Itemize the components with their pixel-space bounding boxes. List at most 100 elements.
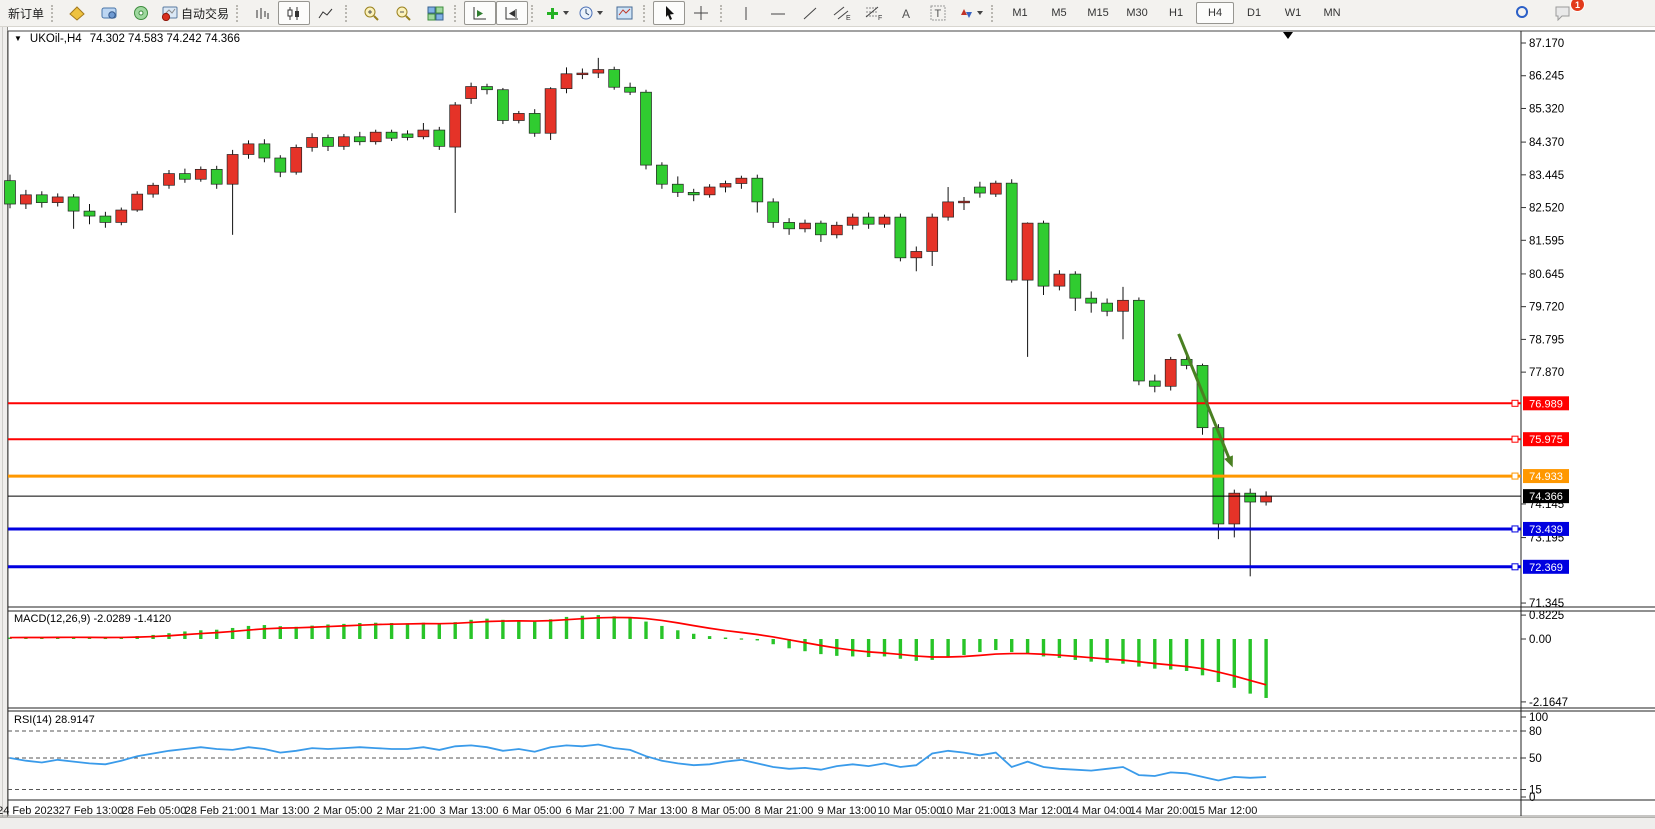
candle-body xyxy=(20,194,32,205)
price-axis-tick: 71.345 xyxy=(1529,598,1564,610)
timeframe-button-M30[interactable]: M30 xyxy=(1126,7,1148,19)
timeframe-button-D1[interactable]: D1 xyxy=(1247,7,1262,19)
price-axis-tick: 82.520 xyxy=(1529,203,1564,215)
price-level-handle[interactable] xyxy=(1511,563,1519,571)
trendline-button[interactable] xyxy=(794,1,826,25)
price-axis[interactable]: 87.170 86.245 85.320 84.370 83.445 82.520 81.5… xyxy=(1521,38,1569,610)
zoom-out-button[interactable] xyxy=(387,1,419,25)
timeframe-button-M15[interactable]: M15 xyxy=(1087,7,1109,19)
toolbar-drag-handle xyxy=(454,4,460,22)
macd-bar xyxy=(485,618,489,639)
candle-body xyxy=(147,184,159,195)
candle-body xyxy=(51,196,64,203)
clock-icon xyxy=(579,6,593,20)
auto-trading-label: 自动交易 xyxy=(181,6,230,21)
timeframe-button-M5[interactable]: M5 xyxy=(1051,7,1067,19)
candle-body xyxy=(306,137,318,148)
macd-bar xyxy=(660,625,664,639)
timeframe-button-H1[interactable]: H1 xyxy=(1169,7,1184,19)
candle-body xyxy=(624,86,636,93)
candle-body xyxy=(910,251,923,259)
profiles-button[interactable] xyxy=(93,1,125,25)
equidistant-channel-button[interactable]: E xyxy=(826,1,858,25)
auto-scroll-button[interactable] xyxy=(464,1,497,25)
timeframe-button-MN[interactable]: MN xyxy=(1323,7,1341,19)
arrows-icon xyxy=(961,8,973,18)
time-axis-label: 10 Mar 05:00 xyxy=(878,805,943,817)
signal-icon xyxy=(134,6,149,20)
horizontal-line-icon xyxy=(771,13,786,14)
candle-body xyxy=(1021,222,1034,281)
macd-bar xyxy=(1105,639,1109,663)
macd-bar xyxy=(755,639,759,641)
time-axis-label: 7 Mar 13:00 xyxy=(629,805,688,817)
chart-shift-button[interactable] xyxy=(496,1,529,25)
trend-arrow-annotation[interactable] xyxy=(1177,333,1232,461)
fibonacci-button[interactable]: F xyxy=(858,1,890,25)
price-level-label: 73.439 xyxy=(1529,524,1563,536)
price-axis-tick: 85.320 xyxy=(1529,103,1564,115)
line-chart-button[interactable] xyxy=(310,1,342,25)
price-level-label-box xyxy=(1523,432,1569,447)
price-level-label-box xyxy=(1523,521,1569,536)
candle-body xyxy=(1117,299,1129,312)
macd-axis-tick: 0.00 xyxy=(1529,634,1551,646)
cursor-button[interactable] xyxy=(653,1,686,25)
new-chart-button[interactable] xyxy=(61,1,93,25)
timeframe-button-W1[interactable]: W1 xyxy=(1284,7,1302,19)
search-icon xyxy=(1515,5,1528,18)
auto-trading-button[interactable]: 自动交易 xyxy=(157,1,233,25)
symbol-dropdown-icon[interactable]: ▼ xyxy=(14,33,22,43)
candle-body xyxy=(417,129,430,138)
search-button[interactable] xyxy=(1507,1,1539,25)
text-icon: A xyxy=(902,7,910,21)
candlestick-chart-button[interactable] xyxy=(278,1,311,25)
candle-body xyxy=(4,180,16,205)
text-label-button[interactable]: T xyxy=(922,1,954,25)
macd-bar xyxy=(230,627,235,639)
macd-bar xyxy=(358,623,362,639)
auto-scroll-icon xyxy=(473,6,487,19)
chart-ohlc-values: 74.302 74.583 74.242 74.366 xyxy=(89,33,240,45)
macd-bar xyxy=(517,620,521,639)
macd-bar xyxy=(787,639,791,649)
timeframe-button-H4[interactable]: H4 xyxy=(1196,2,1235,24)
add-indicator-button[interactable] xyxy=(541,1,574,25)
arrows-button[interactable] xyxy=(954,1,988,25)
macd-bar xyxy=(469,619,473,639)
templates-button[interactable] xyxy=(608,1,640,25)
time-axis-label: 27 Feb 13:00 xyxy=(59,805,124,817)
tile-windows-button[interactable] xyxy=(419,1,451,25)
strategy-tester-button[interactable] xyxy=(125,1,157,25)
new-order-button[interactable]: 新订单 xyxy=(4,1,48,25)
horizontal-line-button[interactable] xyxy=(762,1,794,25)
candle-body xyxy=(194,168,207,180)
candle-body xyxy=(846,216,859,226)
rsi-line xyxy=(9,743,1267,782)
cursor-icon xyxy=(665,6,674,20)
pane-frame xyxy=(0,30,1655,817)
periods-button[interactable] xyxy=(574,1,608,25)
candle-body xyxy=(1244,492,1257,503)
bar-chart-button[interactable] xyxy=(246,1,278,25)
macd-bar xyxy=(1153,639,1157,669)
notifications-button[interactable]: 1 xyxy=(1547,0,1585,25)
candle-body xyxy=(274,157,287,173)
price-level-handle[interactable] xyxy=(1511,472,1519,480)
vertical-line-button[interactable] xyxy=(730,1,762,25)
candle-body xyxy=(1164,359,1177,387)
chart-shift-marker[interactable] xyxy=(1283,32,1293,39)
macd-signal-line xyxy=(9,616,1267,686)
macd-bar xyxy=(771,639,775,645)
price-level-handle[interactable] xyxy=(1511,525,1519,533)
price-level-handle[interactable] xyxy=(1511,435,1519,443)
macd-bar xyxy=(580,615,585,639)
text-button[interactable]: A xyxy=(890,1,922,25)
timeframe-button-M1[interactable]: M1 xyxy=(1012,7,1028,19)
price-axis-tick: 80.645 xyxy=(1529,269,1564,281)
zoom-in-button[interactable] xyxy=(355,1,387,25)
crosshair-button[interactable] xyxy=(685,1,717,25)
price-level-handle[interactable] xyxy=(1511,399,1519,407)
vertical-line-icon xyxy=(745,6,747,20)
